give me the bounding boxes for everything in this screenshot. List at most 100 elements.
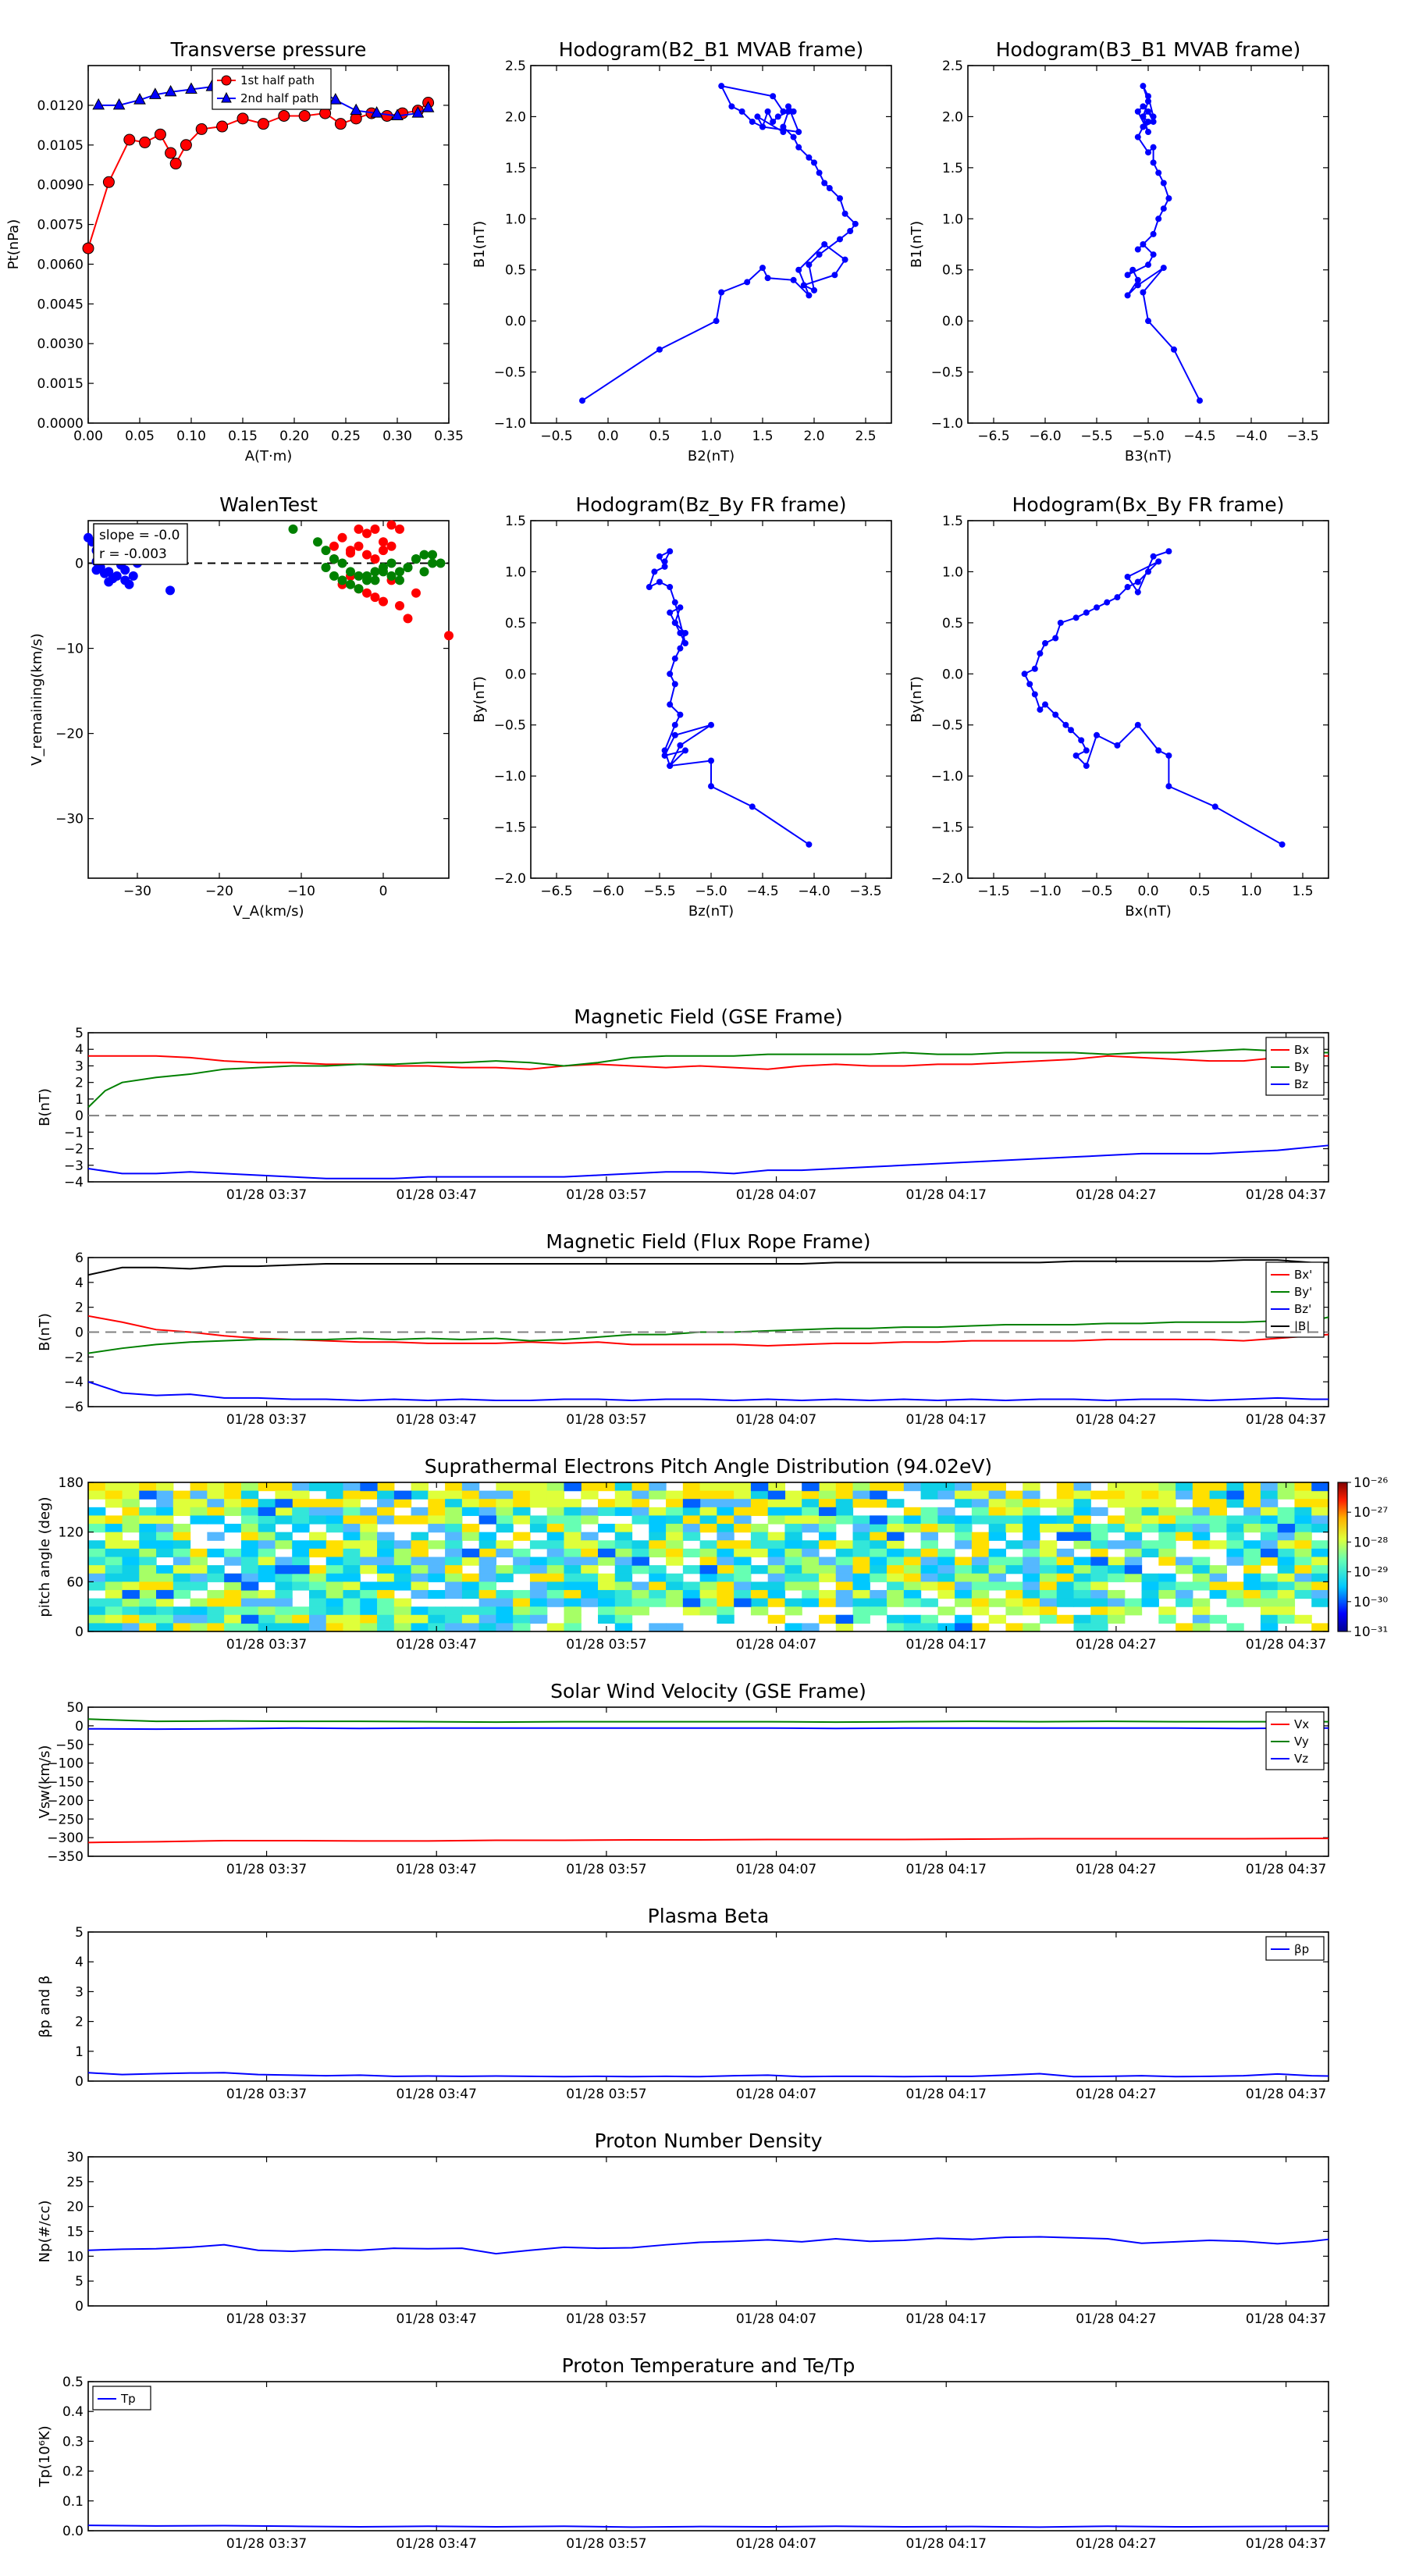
pad-cell [513,1482,531,1492]
pad-cell [461,1582,480,1591]
pad-cell [852,1499,870,1508]
h2-ytick-label: 1.5 [942,161,963,176]
h1-path-point [821,241,828,247]
pad-cell [1124,1565,1143,1574]
pad-cell [139,1548,157,1558]
pad-cell [699,1589,717,1599]
tp-legend-box [92,2386,151,2411]
h3-path-point [708,757,714,764]
pad-cell [428,1614,446,1624]
pad-cell [802,1623,820,1632]
pad-cell [1192,1507,1211,1517]
pad-cell [258,1540,276,1550]
pad-cell [546,1573,565,1582]
pad-cell [1158,1515,1176,1525]
pad-cell [920,1557,938,1566]
h3-path-point [667,701,674,708]
h4-path-point [1134,589,1141,596]
pad-cell [308,1499,327,1508]
walen-point-blue [128,571,138,581]
pad-cell [122,1582,140,1591]
pad-cell [258,1557,276,1566]
pad-cell [887,1524,905,1533]
pad-cell [1226,1482,1244,1492]
h2-path-point [1124,272,1131,279]
h3-xtick-label: −6.5 [540,884,572,899]
pad-cell [529,1589,548,1599]
pad-cell [971,1515,990,1525]
pad-cell [1141,1540,1159,1550]
pad-colorbar-label: 10⁻²⁹ [1353,1565,1388,1581]
pad-cell [767,1582,786,1591]
pad-cell [529,1573,548,1582]
pad-cell [1192,1582,1211,1591]
beta-legend-label: βp [1294,1942,1309,1956]
pad-cell [445,1524,463,1533]
walen-point-red [346,548,355,558]
bfr-xtick-label: 01/28 03:47 [397,1412,477,1428]
pad-cell [173,1507,191,1517]
pad-cell [105,1499,123,1508]
pad-cell [1209,1565,1227,1574]
walen-point-red [379,596,388,607]
h1-path-line [582,84,857,402]
pad-cell [258,1573,276,1582]
walen-point-green [329,554,339,564]
pad-cell [835,1482,854,1492]
pad-cell [988,1598,1007,1607]
pad-cell [393,1606,412,1616]
walen-point-green [329,571,339,581]
pad-cell [870,1606,887,1616]
h4-path-point [1155,747,1162,754]
pad-cell [105,1582,123,1591]
pad-cell [802,1557,820,1566]
pad-cell [1056,1573,1075,1582]
pad-cell [564,1515,582,1525]
pad-cell [292,1565,310,1574]
pad-cell [767,1499,786,1508]
pad-cell [122,1490,140,1500]
pad-cell [1073,1482,1091,1492]
h2-path-point [1124,292,1131,299]
pad-cell [122,1557,140,1566]
tp-xtick-label: 01/28 04:17 [906,2536,987,2552]
pad-cell [461,1573,480,1582]
h1-ytick-label: 1.0 [505,212,526,227]
pad-cell [377,1499,395,1508]
h4-xtick-label: 1.5 [1292,884,1313,899]
pad-cell [717,1532,735,1541]
pad-cell [190,1614,208,1624]
pad-cell [343,1614,361,1624]
pad-cell [955,1557,973,1566]
pad-cell [292,1606,310,1616]
pad-cell [649,1582,667,1591]
pad-cell [699,1548,717,1558]
pt-point-1st [139,136,151,148]
pad-cell [207,1573,225,1582]
pt-point-2nd [350,103,363,116]
h4-path-point [1042,640,1048,647]
h4-ytick-label: 1.0 [942,564,963,580]
pad-cell [343,1507,361,1517]
pad-cell [649,1565,667,1574]
pad-cell [411,1490,429,1500]
pad-cell [1260,1532,1279,1541]
h2-ylabel: B1(nT) [909,221,925,268]
np-xtick-label: 01/28 04:27 [1076,2311,1156,2327]
h2-path-point [1171,346,1177,353]
pad-cell [513,1565,531,1574]
pt-point-2nd [148,87,162,99]
pad-cell [496,1540,514,1550]
pad-cell [445,1557,463,1566]
pad-cell [445,1482,463,1492]
pad-cell [1192,1598,1211,1607]
pad-cell [445,1548,463,1558]
pad-cell [1141,1515,1159,1525]
pad-cell [717,1557,735,1566]
pad-cell [1294,1573,1312,1582]
h2-path-line [1126,85,1200,401]
h4-path-point [1124,573,1131,580]
beta-xtick-label: 01/28 03:37 [226,2087,307,2102]
h1-ytick-label: 2.5 [505,59,526,74]
pad-cell [920,1482,938,1492]
